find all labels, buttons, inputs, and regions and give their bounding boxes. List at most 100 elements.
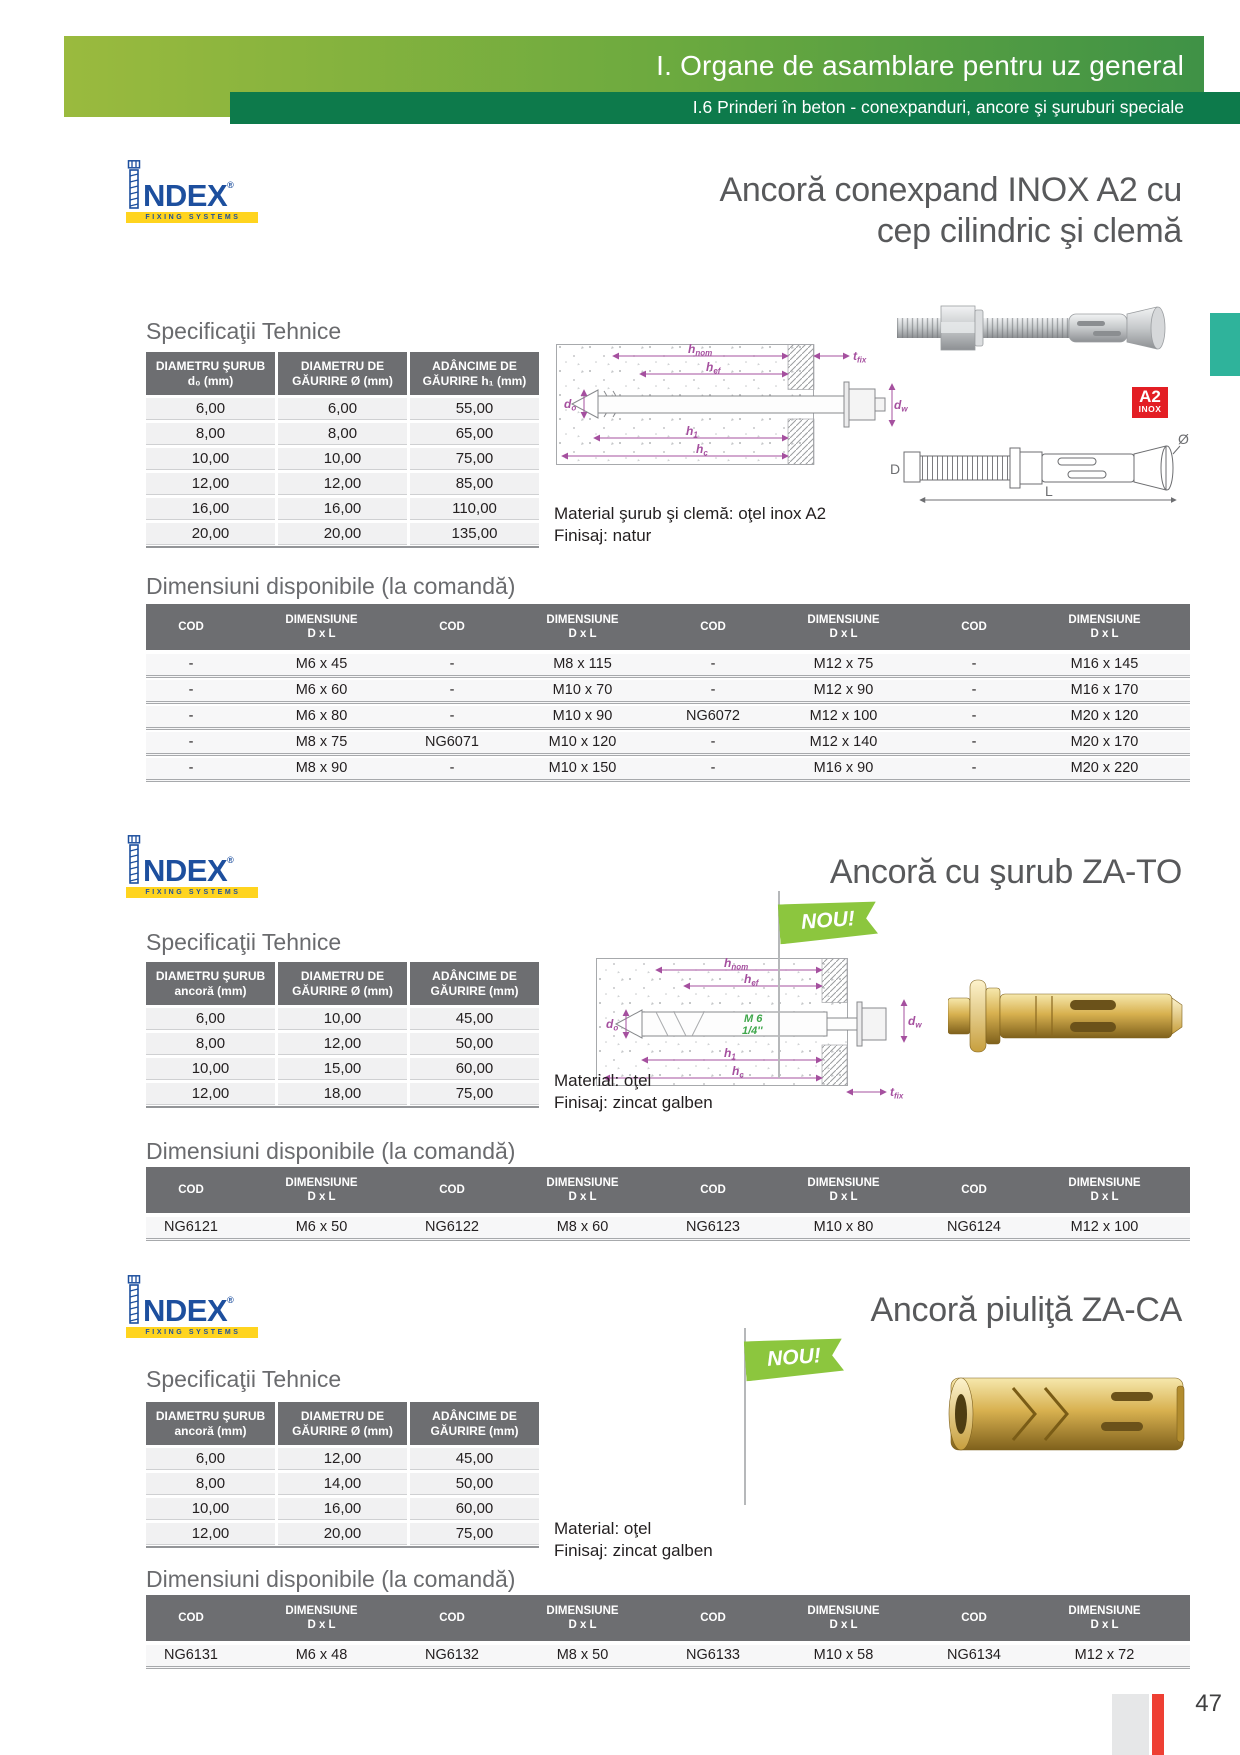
- new-product-flag: NOU!: [778, 898, 879, 945]
- table-row: - M6 x 60 - M10 x 70 - M12 x 90 - M16 x 170: [146, 680, 1190, 704]
- table-cell: -: [449, 656, 455, 672]
- table-cell: M6 x 80: [295, 708, 348, 724]
- dimensions-heading: Dimensiuni disponibile (la comandă): [146, 1566, 516, 1592]
- table-row: - M6 x 45 - M8 x 115 - M12 x 75 - M16 x 145: [146, 654, 1190, 678]
- table-cell: 16,00: [146, 498, 275, 520]
- table-cell: 135,00: [410, 523, 539, 545]
- table-cell: M20 x 220: [1070, 760, 1139, 776]
- table-cell: -: [971, 656, 977, 672]
- spec-table: DIAMETRU ŞURUB d₀ (mm) DIAMETRU DE GĂURIRE…: [146, 352, 539, 548]
- table-cell: NG6122: [424, 1219, 479, 1235]
- specs-heading: Specificaţii Tehnice: [146, 929, 342, 955]
- table-cell: 6,00: [278, 398, 407, 420]
- logo-tagline: FIXING SYSTEMS: [126, 1327, 258, 1338]
- table-cell: -: [971, 760, 977, 776]
- dimensions-table: COD DIMENSIUNE D x L COD DIMENSIUNE D x L …: [146, 1167, 1190, 1241]
- dimensions-table-header: COD DIMENSIUNE D x L COD DIMENSIUNE D x L …: [146, 604, 1190, 652]
- registered-mark: ®: [227, 855, 234, 865]
- table-cell: 8,00: [146, 1033, 275, 1055]
- table-cell: -: [449, 708, 455, 724]
- svg-text:1/4'': 1/4'': [742, 1025, 763, 1037]
- dimensions-table-header: COD DIMENSIUNE D x L COD DIMENSIUNE D x L …: [146, 1167, 1190, 1215]
- flag-pole: [744, 1328, 746, 1505]
- svg-text:h1: h1: [686, 424, 698, 440]
- table-cell: M6 x 50: [295, 1219, 348, 1235]
- installation-diagram: hnom hef tfix do h1 hc dw: [556, 342, 908, 465]
- product-title: Ancoră cu şurub ZA-TO: [829, 853, 1182, 891]
- spec-table-header: DIAMETRU ŞURUB d₀ (mm) DIAMETRU DE GĂURIRE…: [146, 352, 539, 395]
- table-cell: NG6071: [424, 734, 479, 750]
- screw-icon: [127, 835, 141, 884]
- svg-text:hef: hef: [744, 972, 760, 988]
- index-logo: NDEX® FIXING SYSTEMS: [126, 160, 258, 223]
- table-cell: 8,00: [146, 423, 275, 445]
- table-cell: -: [971, 682, 977, 698]
- table-cell: -: [710, 656, 716, 672]
- spec-table: DIAMETRU ŞURUB ancoră (mm) DIAMETRU DE GĂU…: [146, 962, 539, 1108]
- table-row: NG6121 M6 x 50 NG6122 M8 x 60 NG6123 M10 x 80…: [146, 1217, 1190, 1241]
- table-row: 16,00 16,00 110,00: [146, 498, 539, 520]
- table-cell: NG6132: [424, 1647, 479, 1663]
- specs-heading: Specificaţii Tehnice: [146, 318, 342, 344]
- table-cell: M20 x 120: [1070, 708, 1139, 724]
- table-cell: M10 x 120: [548, 734, 617, 750]
- footer-gray-bar: [1112, 1694, 1149, 1755]
- table-cell: M12 x 75: [813, 656, 874, 672]
- table-cell: 12,00: [146, 1083, 275, 1105]
- chapter-subtitle: I.6 Prinderi în beton - conexpanduri, an…: [692, 97, 1184, 117]
- table-cell: 20,00: [146, 523, 275, 545]
- table-cell: M12 x 100: [809, 708, 878, 724]
- table-cell: NG6134: [946, 1647, 1001, 1663]
- table-cell: 12,00: [146, 1523, 275, 1545]
- table-row: NG6131 M6 x 48 NG6132 M8 x 50 NG6133 M10 x 58…: [146, 1645, 1190, 1669]
- table-cell: M10 x 150: [548, 760, 617, 776]
- table-cell: 10,00: [146, 1058, 275, 1080]
- table-cell: 16,00: [278, 498, 407, 520]
- table-cell: 20,00: [278, 523, 407, 545]
- installation-diagram: M 6 1/4'' hnom hef do dw h1 hc tfix: [596, 956, 922, 1100]
- svg-text:h1: h1: [724, 1046, 736, 1062]
- table-cell: M10 x 58: [813, 1647, 874, 1663]
- logo-tagline: FIXING SYSTEMS: [126, 887, 258, 898]
- table-row: 20,00 20,00 135,00: [146, 523, 539, 545]
- table-cell: 10,00: [146, 448, 275, 470]
- table-cell: NG6123: [685, 1219, 740, 1235]
- section-index-tab: [1210, 313, 1240, 376]
- table-cell: 10,00: [278, 1008, 407, 1030]
- dimension-drawing: D Ø L: [890, 431, 1189, 503]
- table-cell: M12 x 72: [1074, 1647, 1135, 1663]
- svg-text:tfix: tfix: [890, 1085, 904, 1100]
- table-cell: M6 x 60: [295, 682, 348, 698]
- table-cell: -: [971, 734, 977, 750]
- spec-table: DIAMETRU ŞURUB ancoră (mm) DIAMETRU DE GĂU…: [146, 1402, 539, 1548]
- table-cell: M8 x 50: [556, 1647, 609, 1663]
- table-cell: 20,00: [278, 1523, 407, 1545]
- table-row: 6,00 10,00 45,00: [146, 1008, 539, 1030]
- table-cell: 60,00: [410, 1498, 539, 1520]
- table-cell: M12 x 90: [813, 682, 874, 698]
- table-cell: -: [188, 760, 194, 776]
- svg-text:hc: hc: [732, 1064, 744, 1080]
- svg-text:hnom: hnom: [688, 342, 712, 358]
- a2-inox-badge: A2 INOX: [1132, 387, 1168, 418]
- product-title: Ancoră piuliţă ZA-CA: [870, 1291, 1183, 1329]
- table-row: 8,00 14,00 50,00: [146, 1473, 539, 1495]
- table-row: 8,00 8,00 65,00: [146, 423, 539, 445]
- dimensions-table: COD DIMENSIUNE D x L COD DIMENSIUNE D x L …: [146, 604, 1190, 782]
- svg-text:M 6: M 6: [744, 1013, 763, 1025]
- table-cell: M12 x 140: [809, 734, 878, 750]
- table-row: 10,00 10,00 75,00: [146, 448, 539, 470]
- table-cell: 12,00: [146, 473, 275, 495]
- table-row: - M6 x 80 - M10 x 90 NG6072 M12 x 100 - M20 x 1…: [146, 706, 1190, 730]
- subheader-bar: [230, 92, 1240, 124]
- logo-wordmark: NDEX®: [143, 1293, 234, 1328]
- table-cell: M10 x 90: [552, 708, 613, 724]
- table-cell: 8,00: [278, 423, 407, 445]
- dimensions-table: COD DIMENSIUNE D x L COD DIMENSIUNE D x L …: [146, 1595, 1190, 1669]
- table-row: 12,00 18,00 75,00: [146, 1083, 539, 1105]
- product-title: Ancoră conexpand INOX A2 cu cep cilindri…: [719, 171, 1182, 250]
- svg-text:D: D: [890, 461, 900, 477]
- table-cell: 50,00: [410, 1473, 539, 1495]
- table-cell: NG6124: [946, 1219, 1001, 1235]
